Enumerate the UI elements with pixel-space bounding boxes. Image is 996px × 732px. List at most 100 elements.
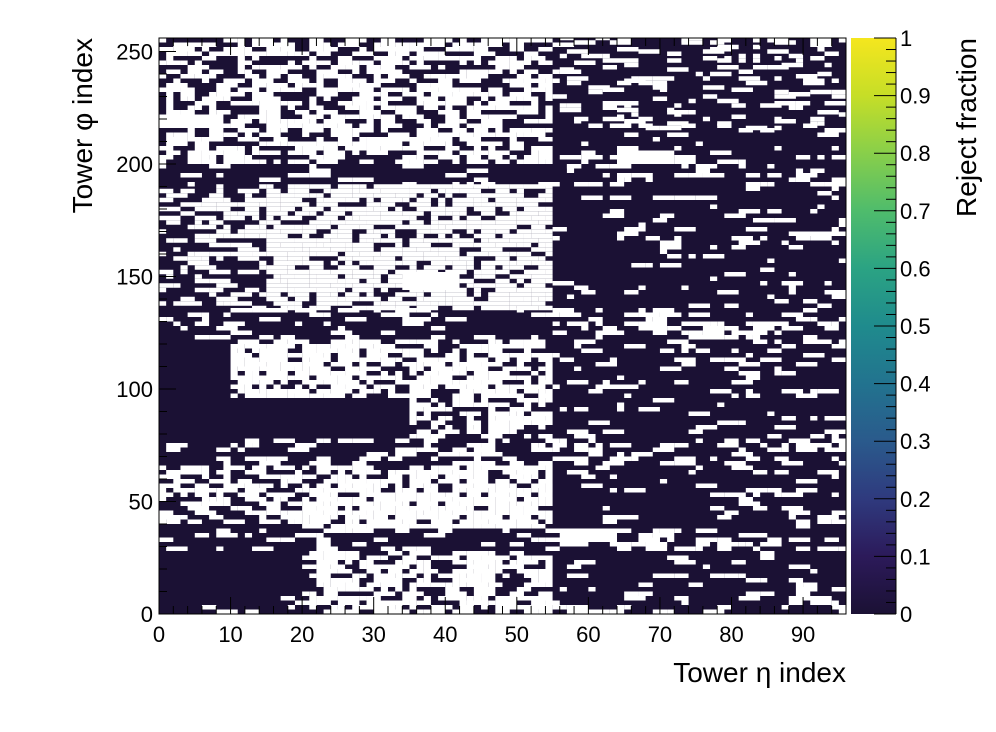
empty-tower	[509, 155, 517, 160]
empty-tower	[523, 69, 539, 74]
empty-tower	[745, 591, 761, 596]
empty-tower	[423, 296, 446, 302]
empty-tower	[466, 366, 489, 371]
empty-tower	[831, 94, 846, 99]
empty-tower	[495, 159, 503, 164]
empty-tower	[574, 344, 582, 349]
empty-tower	[523, 402, 532, 407]
empty-tower	[545, 600, 553, 605]
empty-tower	[395, 506, 410, 511]
empty-tower	[466, 114, 489, 119]
empty-tower	[237, 56, 245, 61]
empty-tower	[366, 260, 388, 266]
empty-tower	[831, 438, 846, 443]
empty-tower	[294, 110, 310, 115]
empty-tower	[373, 274, 381, 279]
empty-tower	[180, 515, 188, 520]
empty-tower	[352, 78, 367, 83]
empty-tower	[781, 506, 804, 511]
empty-tower	[388, 74, 410, 79]
empty-tower	[516, 132, 524, 137]
empty-tower	[359, 114, 374, 119]
empty-tower	[337, 56, 353, 61]
empty-tower	[388, 137, 410, 142]
empty-tower	[745, 312, 753, 317]
empty-tower	[509, 506, 524, 511]
empty-tower	[459, 278, 474, 284]
empty-tower	[466, 74, 489, 79]
empty-tower	[481, 393, 503, 398]
empty-tower	[760, 103, 782, 108]
empty-tower	[445, 407, 453, 412]
empty-tower	[159, 492, 174, 497]
empty-tower	[795, 591, 811, 596]
empty-tower	[273, 233, 288, 239]
empty-tower	[545, 389, 553, 394]
empty-tower	[180, 202, 202, 207]
empty-tower	[252, 348, 260, 353]
empty-tower	[481, 389, 496, 394]
empty-tower	[309, 274, 317, 279]
empty-tower	[409, 551, 431, 556]
empty-tower	[337, 233, 353, 239]
empty-tower	[681, 38, 689, 43]
empty-tower	[645, 236, 660, 241]
empty-tower	[459, 56, 482, 61]
empty-tower	[345, 114, 360, 119]
empty-tower	[323, 146, 338, 151]
empty-tower	[395, 51, 410, 56]
empty-tower	[216, 447, 231, 452]
empty-tower	[545, 375, 553, 380]
empty-tower	[345, 38, 367, 43]
empty-tower	[609, 40, 617, 45]
empty-tower	[495, 132, 517, 137]
empty-tower	[767, 321, 789, 326]
empty-tower	[595, 384, 617, 389]
empty-tower	[838, 339, 846, 344]
empty-tower	[316, 78, 324, 83]
empty-tower	[473, 596, 482, 601]
empty-tower	[617, 384, 639, 389]
color-bar-title: Reject fraction	[951, 38, 982, 217]
empty-tower	[302, 229, 317, 234]
empty-tower	[280, 101, 288, 106]
empty-tower	[459, 78, 482, 83]
empty-tower	[531, 605, 553, 610]
empty-tower	[337, 83, 360, 88]
empty-tower	[438, 452, 460, 457]
empty-tower	[259, 38, 274, 43]
empty-tower	[252, 83, 267, 88]
empty-tower	[309, 461, 331, 466]
empty-tower	[237, 389, 245, 394]
x-axis: 0 10 20 30 40 50 60 70 80 90	[153, 38, 847, 647]
empty-tower	[223, 132, 238, 137]
empty-tower	[388, 188, 410, 194]
empty-tower	[323, 438, 331, 443]
empty-tower	[516, 256, 539, 261]
empty-tower	[502, 260, 510, 266]
empty-tower	[287, 184, 295, 189]
empty-tower	[409, 238, 424, 243]
empty-tower	[781, 605, 789, 610]
empty-tower	[337, 265, 360, 270]
x-tick-label: 20	[290, 622, 314, 647]
empty-tower	[574, 182, 589, 187]
empty-tower	[781, 281, 804, 286]
empty-tower	[294, 375, 310, 380]
empty-tower	[831, 89, 846, 95]
empty-tower	[509, 146, 524, 151]
empty-tower	[438, 56, 460, 61]
empty-tower	[430, 519, 453, 524]
empty-tower	[309, 283, 331, 288]
empty-tower	[380, 301, 396, 306]
empty-tower	[259, 141, 267, 146]
empty-tower	[309, 366, 331, 371]
empty-tower	[159, 146, 174, 151]
empty-tower	[273, 211, 288, 216]
empty-tower	[745, 227, 768, 232]
empty-tower	[366, 524, 388, 529]
empty-tower	[452, 470, 474, 475]
empty-tower	[309, 312, 324, 317]
empty-tower	[481, 38, 489, 43]
empty-tower	[273, 353, 288, 358]
